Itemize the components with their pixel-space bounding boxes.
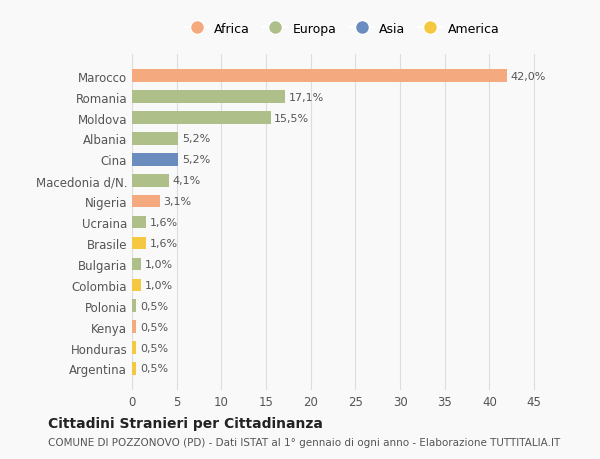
Bar [132, 196, 160, 208]
Text: 17,1%: 17,1% [289, 92, 323, 102]
Bar [132, 174, 169, 187]
Bar [132, 300, 136, 312]
Bar [132, 237, 146, 250]
Bar [132, 341, 136, 354]
Bar [132, 70, 508, 83]
Text: Cittadini Stranieri per Cittadinanza: Cittadini Stranieri per Cittadinanza [48, 416, 323, 430]
Bar [132, 154, 178, 166]
Text: 5,2%: 5,2% [182, 134, 210, 144]
Text: 0,5%: 0,5% [140, 301, 168, 311]
Text: 3,1%: 3,1% [163, 197, 191, 207]
Text: 0,5%: 0,5% [140, 343, 168, 353]
Bar [132, 363, 136, 375]
Bar [132, 112, 271, 124]
Legend: Africa, Europa, Asia, America: Africa, Europa, Asia, America [179, 18, 505, 41]
Bar [132, 91, 285, 104]
Text: 0,5%: 0,5% [140, 364, 168, 374]
Bar [132, 279, 141, 291]
Bar [132, 216, 146, 229]
Text: 15,5%: 15,5% [274, 113, 309, 123]
Text: 1,0%: 1,0% [145, 259, 173, 269]
Text: 1,0%: 1,0% [145, 280, 173, 290]
Text: 42,0%: 42,0% [511, 72, 546, 82]
Text: 4,1%: 4,1% [172, 176, 200, 186]
Text: 5,2%: 5,2% [182, 155, 210, 165]
Text: 1,6%: 1,6% [150, 218, 178, 228]
Bar [132, 258, 141, 271]
Text: COMUNE DI POZZONOVO (PD) - Dati ISTAT al 1° gennaio di ogni anno - Elaborazione : COMUNE DI POZZONOVO (PD) - Dati ISTAT al… [48, 437, 560, 447]
Text: 1,6%: 1,6% [150, 239, 178, 248]
Text: 0,5%: 0,5% [140, 322, 168, 332]
Bar [132, 133, 178, 146]
Bar [132, 321, 136, 333]
